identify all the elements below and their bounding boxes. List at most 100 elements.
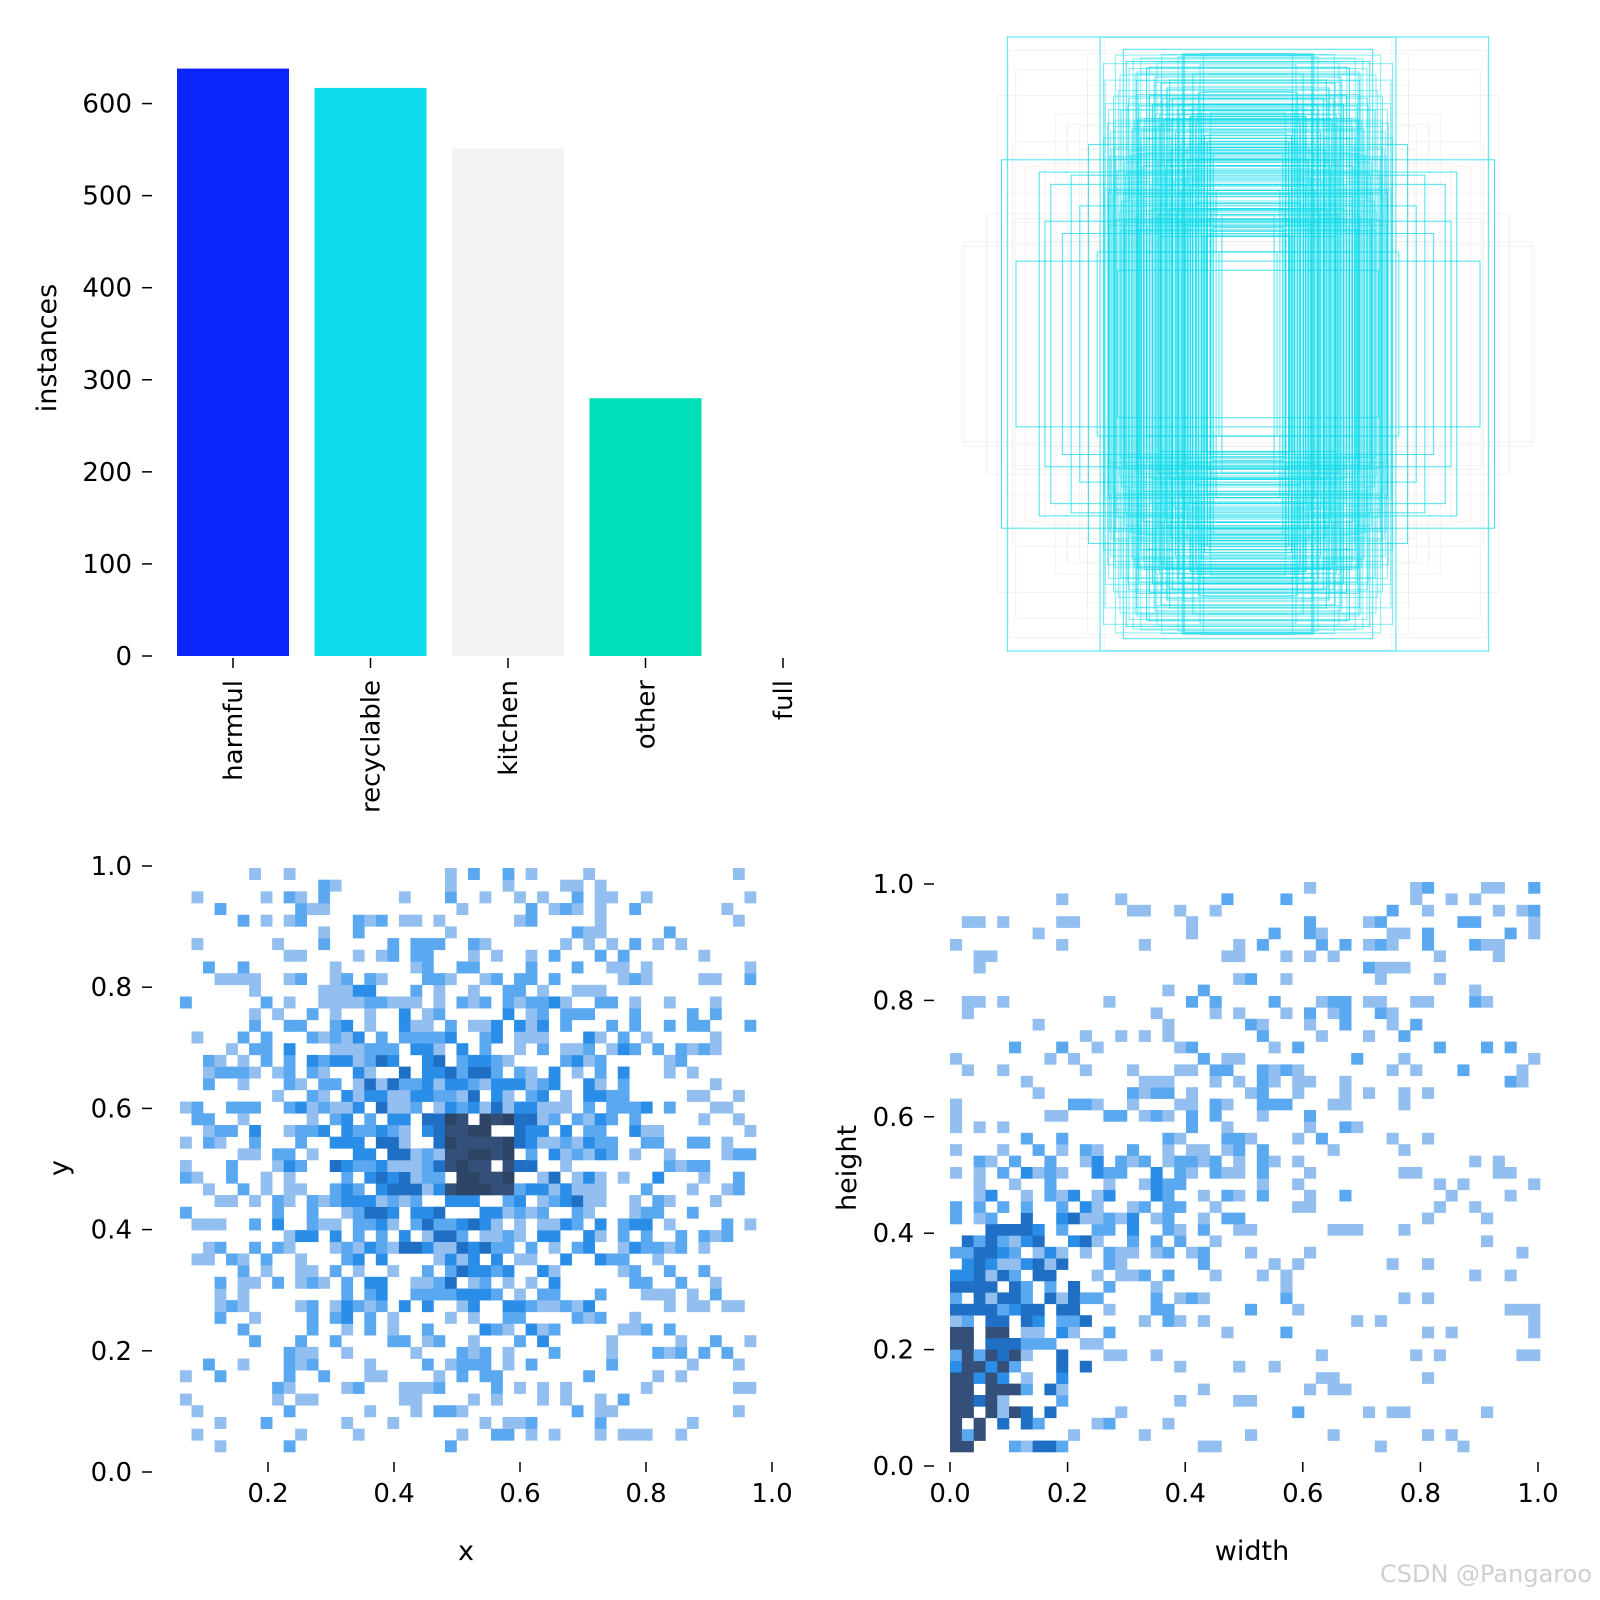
heatmap-cell [1091,1224,1104,1236]
heatmap-cell [479,1218,492,1231]
heatmap-cell [295,1300,308,1313]
box-outline [1139,228,1357,460]
heatmap-cell [479,1276,492,1289]
heatmap-cell [260,1043,273,1056]
heatmap-cell [560,1393,572,1406]
heatmap-cell [617,1393,630,1406]
heatmap-cell [1268,996,1281,1008]
heatmap-cell [318,1089,331,1102]
heatmap-cell [214,1241,227,1254]
heatmap-cell [1150,1349,1163,1362]
x-tick-label: 0.6 [1282,1479,1323,1509]
box-outline [1114,54,1382,634]
heatmap-cell [341,1171,354,1184]
heatmap-cell [283,1195,296,1208]
heatmap-cell [1422,1258,1435,1270]
heatmap-cell [721,1101,734,1114]
heatmap-cell [961,1281,974,1293]
heatmap-cell [514,1206,526,1219]
heatmap-cell [1138,1429,1151,1441]
heatmap-cell [732,1171,745,1184]
heatmap-cell [444,1241,457,1254]
heatmap-cell [640,961,653,974]
heatmap-cell [249,1008,261,1021]
heatmap-cell [329,996,342,1009]
heatmap-cell [732,1183,745,1196]
heatmap-cell [997,1167,1010,1179]
heatmap-cell [421,1276,434,1289]
heatmap-cell [1233,1075,1246,1088]
heatmap-cell [560,1008,572,1021]
heatmap-cell [1327,996,1340,1008]
heatmap-cell [1351,1315,1364,1327]
heatmap-cell [318,984,331,997]
heatmap-cell [410,1393,423,1406]
heatmap-cell [433,1241,446,1254]
heatmap-cell [502,1195,515,1208]
heatmap-cell [502,1428,515,1441]
heatmap-cell [352,1206,365,1219]
heatmap-cell [214,1054,227,1067]
heatmap-cell [1528,1315,1541,1327]
heatmap-cell [1386,1258,1399,1270]
heatmap-cell [583,1124,596,1137]
heatmap-cell [410,1195,423,1208]
heatmap-cell [1162,1201,1175,1213]
heatmap-cell [1304,882,1317,894]
heatmap-cell [1304,1383,1317,1396]
heatmap-cell [1315,1030,1328,1042]
heatmap-cell [249,1136,261,1149]
heatmap-cell [1020,1406,1033,1419]
heatmap-cell [1433,1349,1446,1362]
heatmap-cell [468,1148,480,1161]
heatmap-cell [1068,1281,1081,1293]
heatmap-cell [364,1195,377,1208]
heatmap-cell [1197,1258,1210,1270]
heatmap-cell [985,950,998,963]
heatmap-cell [1209,1007,1222,1020]
heatmap-cell [1044,1167,1057,1179]
box-outline [1153,81,1343,607]
heatmap-cell [1056,1258,1069,1270]
heatmap-cell [1162,1303,1175,1316]
heatmap-cell [295,1078,308,1091]
heatmap-cell [583,1031,596,1044]
heatmap-cell [1398,1053,1411,1065]
bar-harmful [177,68,289,657]
heatmap-cell [548,1078,561,1091]
heatmap-cell [1103,1167,1116,1179]
heatmap-cell [491,1253,503,1266]
heatmap-cell [961,1383,974,1396]
heatmap-cell [652,938,665,951]
heatmap-cell [468,1089,480,1102]
heatmap-cell [640,1031,653,1044]
heatmap-cell [318,1078,331,1091]
box-outline [1125,196,1371,492]
heatmap-cell [1150,1303,1163,1316]
heatmap-cell [421,1288,434,1301]
heatmap-cell [571,1206,584,1219]
heatmap-cell [1103,1110,1116,1122]
heatmap-cell [456,903,469,916]
heatmap-cell [973,961,986,974]
heatmap-cell [1186,1246,1199,1259]
heatmap-cell [433,1288,446,1301]
heatmap-cell [421,1008,434,1021]
heatmap-cell [479,1113,492,1126]
heatmap-cell [387,1311,400,1324]
box-outline [1061,232,1435,456]
heatmap-cell [468,949,480,962]
heatmap-cell [985,1212,998,1225]
heatmap-cell [537,996,549,1009]
heatmap-cell [387,1183,400,1196]
heatmap-cell [525,1148,538,1161]
y-tick-label: 0.2 [91,1337,132,1367]
heatmap-cell [1422,939,1435,951]
heatmap-cell [525,914,538,927]
heatmap-cell [352,1043,365,1056]
heatmap-cell [1422,1372,1435,1384]
heatmap-cell [421,1066,434,1079]
heatmap-cell [387,1195,400,1208]
heatmap-cell [1422,1132,1435,1145]
heatmap-cell [387,1416,400,1429]
